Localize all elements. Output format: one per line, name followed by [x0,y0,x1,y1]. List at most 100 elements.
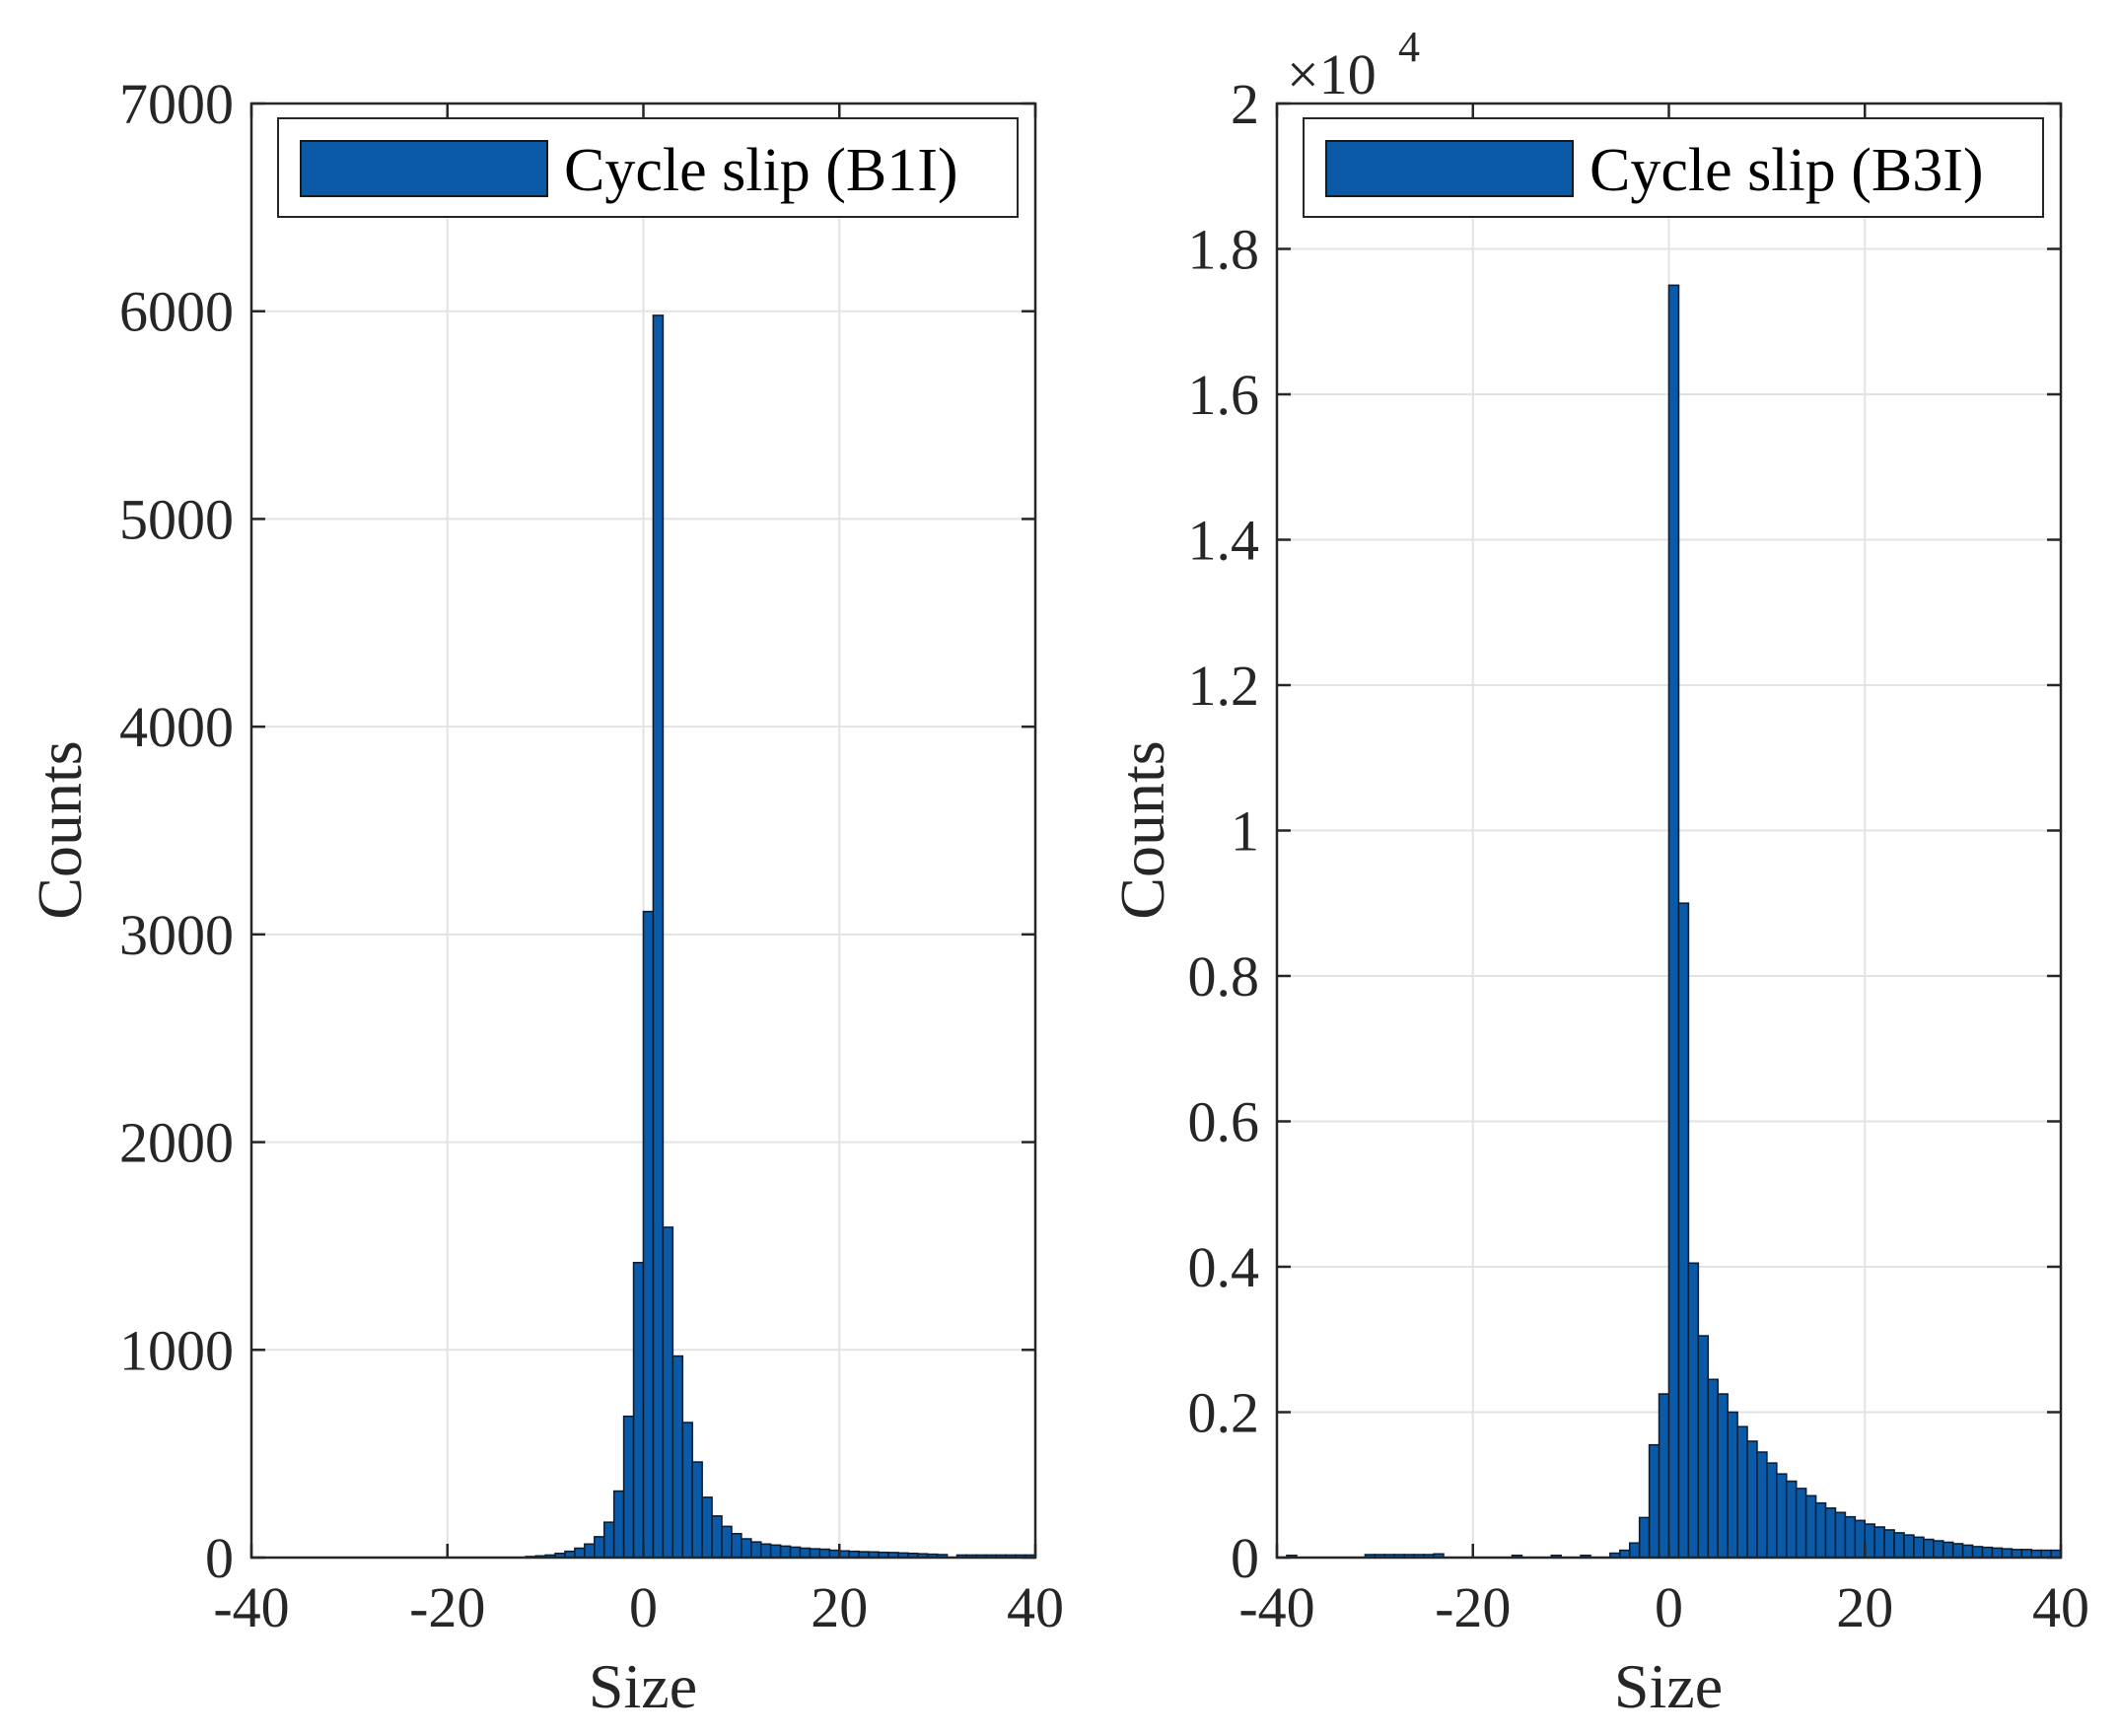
histogram-bar [1971,1546,1984,1559]
histogram-bar [1687,1262,1700,1559]
histogram-bar [1766,1462,1778,1559]
histogram-bar [721,1525,733,1559]
y-axis-label: Counts [25,740,95,919]
histogram-bar [642,910,655,1559]
x-tick-label: -40 [213,1575,289,1639]
histogram-bar [1648,1443,1661,1559]
x-tick-label: -20 [1435,1575,1511,1639]
x-tick-label: 40 [1007,1575,1064,1639]
histogram-bar [1942,1541,1954,1559]
x-tick-labels: -40 -20 0 20 40 [213,1575,1064,1639]
histogram-bar [1756,1451,1768,1559]
y-tick-label: 1.6 [1188,363,1260,427]
histogram-bar [1981,1546,1994,1559]
legend-swatch [300,140,548,197]
x-tick-label: -40 [1238,1575,1314,1639]
histogram-bar [1785,1480,1798,1559]
histogram-bars [1286,284,2062,1559]
y-tick-label: 0.4 [1188,1235,1260,1299]
histogram-bar [1933,1540,1944,1559]
histogram-bar [1638,1516,1651,1559]
exponent-base: ×10 [1287,42,1377,106]
legend-swatch [1325,140,1574,197]
histogram-bars [525,314,1036,1559]
histogram-bar [1864,1523,1875,1559]
y-tick-label: 0 [205,1526,234,1590]
chart-panel-b3i: 00.20.40.60.811.21.41.61.82 -40 -20 0 20 40 … [1107,23,2089,1721]
y-tick-label: 1 [1231,799,1259,864]
x-tick-label: 20 [1836,1575,1893,1639]
histogram-bar [809,1548,821,1559]
histogram-bar [1717,1393,1729,1559]
histogram-bar [671,1354,684,1559]
histogram-bar [2001,1548,2014,1559]
histogram-bar [632,1261,645,1559]
x-axis-label: Size [589,1651,697,1721]
histogram-bar [574,1547,586,1559]
histogram-bar [818,1548,831,1559]
histogram-bar [594,1536,605,1559]
y-tick-label: 1.8 [1188,218,1260,282]
y-tick-label: 0.6 [1188,1090,1260,1154]
histogram-bar [1795,1488,1807,1559]
histogram-bar [602,1521,615,1559]
y-tick-label: 7000 [119,72,234,136]
legend-label: Cycle slip (B1I) [564,137,958,204]
y-tick-label: 0.2 [1188,1381,1260,1445]
histogram-bar [652,314,665,1559]
legend-label: Cycle slip (B3I) [1590,137,1984,204]
y-tick-label: 6000 [119,280,234,344]
histogram-bar [1824,1507,1837,1559]
histogram-bar [750,1541,762,1559]
y-tick-label: 5000 [119,487,234,551]
histogram-bar [1736,1425,1748,1559]
histogram-bar [1903,1534,1915,1559]
histogram-bar [1677,902,1690,1559]
histogram-bar [584,1543,596,1559]
histogram-bar [789,1546,802,1559]
histogram-bar [1854,1519,1867,1559]
histogram-bar [799,1547,812,1559]
y-tick-label: 2 [1231,72,1259,136]
histogram-bar [1746,1440,1758,1559]
histogram-bar [612,1490,625,1559]
histogram-bar [1893,1532,1905,1559]
histogram-bar [1707,1378,1719,1559]
histogram-bar [1804,1494,1817,1559]
exponent-label: ×10 4 [1287,23,1420,106]
histogram-bar [1667,284,1680,1559]
x-tick-label: -20 [409,1575,485,1639]
legend: Cycle slip (B3I) [1303,117,2044,218]
y-tick-label: 4000 [119,695,234,759]
tick-marks [249,102,1037,1560]
histogram-bar [769,1544,782,1559]
histogram-bar [759,1543,772,1559]
histogram-bar [711,1515,723,1559]
y-tick-label: 1.2 [1188,654,1260,718]
histogram-bar [1658,1393,1670,1559]
histogram-bar [1951,1543,1964,1559]
histogram-bar [1923,1538,1935,1559]
exponent-power: 4 [1398,23,1420,71]
histogram-bar [1727,1411,1738,1559]
y-tick-label: 1000 [119,1318,234,1382]
x-tick-label: 0 [629,1575,658,1639]
y-tick-labels: 0 1000 2000 3000 4000 5000 6000 7000 [119,72,234,1590]
x-tick-label: 0 [1655,1575,1683,1639]
x-tick-label: 20 [811,1575,868,1639]
histogram-bar [701,1496,713,1559]
x-tick-labels: -40 -20 0 20 40 [1238,1575,2089,1639]
histogram-bar [741,1538,752,1559]
legend: Cycle slip (B1I) [277,117,1019,218]
x-axis-label: Size [1614,1651,1723,1721]
histogram-bar [1814,1501,1827,1559]
histogram-bar [1834,1511,1847,1559]
y-tick-label: 1.4 [1188,509,1260,573]
histogram-bar [1991,1547,2004,1559]
y-tick-label: 2000 [119,1111,234,1175]
chart-panel-b1i: 0 1000 2000 3000 4000 5000 6000 7000 -40 -20 0 20 4… [25,72,1064,1721]
x-tick-label: 40 [2032,1575,2089,1639]
histogram-bar [1873,1526,1885,1559]
histogram-bar [1697,1335,1710,1559]
y-tick-labels: 0 0.2 0.4 0.6 0.8 1 1.2 1.4 1.6 1.8 2 [1188,72,1260,1590]
